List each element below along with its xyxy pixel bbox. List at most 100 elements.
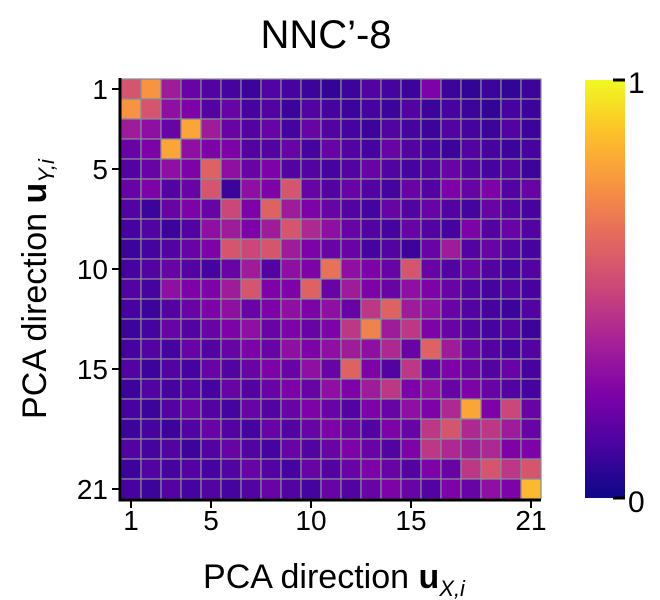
heatmap-cell bbox=[120, 298, 142, 320]
heatmap-cell bbox=[160, 378, 182, 400]
heatmap-cell bbox=[320, 438, 342, 460]
y-tick-label: 1 bbox=[92, 74, 108, 105]
heatmap-cell bbox=[300, 158, 322, 180]
heatmap-cell bbox=[340, 418, 362, 440]
heatmap-cell bbox=[160, 278, 182, 300]
heatmap-cell bbox=[220, 418, 242, 440]
heatmap-cell bbox=[460, 438, 482, 460]
heatmap-cell bbox=[300, 178, 322, 200]
heatmap-cell bbox=[460, 218, 482, 240]
heatmap-cell bbox=[440, 338, 462, 360]
x-axis-label-subscript: X,i bbox=[438, 576, 466, 600]
heatmap-cell bbox=[320, 298, 342, 320]
heatmap-cell bbox=[460, 378, 482, 400]
heatmap-cell bbox=[380, 198, 402, 220]
heatmap-cell bbox=[460, 178, 482, 200]
heatmap-cell bbox=[440, 318, 462, 340]
heatmap-cell bbox=[340, 378, 362, 400]
heatmap-cell bbox=[480, 198, 502, 220]
heatmap-cell bbox=[260, 118, 282, 140]
heatmap-cell bbox=[160, 218, 182, 240]
heatmap-cell bbox=[180, 298, 202, 320]
heatmap-cell bbox=[380, 118, 402, 140]
heatmap-cell bbox=[120, 258, 142, 280]
heatmap-cell bbox=[140, 178, 162, 200]
heatmap-cell bbox=[320, 478, 342, 500]
heatmap-cell bbox=[280, 118, 302, 140]
heatmap-cell bbox=[180, 158, 202, 180]
heatmap-cell bbox=[520, 458, 542, 480]
x-tick-label: 15 bbox=[395, 505, 426, 536]
heatmap-cell bbox=[380, 158, 402, 180]
heatmap-cell bbox=[300, 138, 322, 160]
heatmap-cell bbox=[180, 278, 202, 300]
heatmap-cell bbox=[160, 78, 182, 100]
heatmap-cell bbox=[260, 238, 282, 260]
heatmap-cell bbox=[420, 418, 442, 440]
heatmap-cell bbox=[380, 478, 402, 500]
heatmap-cell bbox=[480, 278, 502, 300]
heatmap-cell bbox=[480, 98, 502, 120]
heatmap-cell bbox=[220, 398, 242, 420]
heatmap-cell bbox=[220, 78, 242, 100]
heatmap-cell bbox=[440, 198, 462, 220]
heatmap-cell bbox=[220, 238, 242, 260]
heatmap-cell bbox=[120, 398, 142, 420]
heatmap-cell bbox=[220, 338, 242, 360]
heatmap-cell bbox=[460, 418, 482, 440]
heatmap-cell bbox=[440, 178, 462, 200]
heatmap-cell bbox=[300, 258, 322, 280]
heatmap-cell bbox=[480, 378, 502, 400]
heatmap-cell bbox=[240, 78, 262, 100]
heatmap-cell bbox=[200, 338, 222, 360]
heatmap-cell bbox=[400, 238, 422, 260]
heatmap-cell bbox=[220, 478, 242, 500]
heatmap-cell bbox=[440, 358, 462, 380]
heatmap-cell bbox=[380, 178, 402, 200]
x-tick-label: 21 bbox=[515, 505, 546, 536]
x-tick-label: 5 bbox=[203, 505, 219, 536]
heatmap-cell bbox=[460, 458, 482, 480]
heatmap-cell bbox=[480, 438, 502, 460]
heatmap-cell bbox=[480, 338, 502, 360]
heatmap-cell bbox=[160, 458, 182, 480]
heatmap-cell bbox=[420, 138, 442, 160]
heatmap-cell bbox=[260, 398, 282, 420]
heatmap-cell bbox=[320, 218, 342, 240]
heatmap-cell bbox=[300, 418, 322, 440]
heatmap-cell bbox=[520, 258, 542, 280]
heatmap-cell bbox=[300, 358, 322, 380]
heatmap-cell bbox=[200, 78, 222, 100]
heatmap-cell bbox=[180, 258, 202, 280]
heatmap-cell bbox=[240, 198, 262, 220]
heatmap-cell bbox=[360, 418, 382, 440]
heatmap-cell bbox=[400, 78, 422, 100]
heatmap-cell bbox=[200, 478, 222, 500]
heatmap-cell bbox=[220, 98, 242, 120]
heatmap-cell bbox=[260, 198, 282, 220]
heatmap-cell bbox=[400, 258, 422, 280]
heatmap-cell bbox=[340, 78, 362, 100]
heatmap-cell bbox=[160, 398, 182, 420]
heatmap-cell bbox=[380, 358, 402, 380]
heatmap-cell bbox=[360, 158, 382, 180]
heatmap-cell bbox=[460, 238, 482, 260]
heatmap-cell bbox=[280, 238, 302, 260]
heatmap-cell bbox=[440, 278, 462, 300]
heatmap-cell bbox=[480, 138, 502, 160]
heatmap-cell bbox=[180, 78, 202, 100]
heatmap-cell bbox=[140, 418, 162, 440]
heatmap-cell bbox=[480, 238, 502, 260]
heatmap-cell bbox=[120, 458, 142, 480]
heatmap-cell bbox=[120, 418, 142, 440]
heatmap-cell bbox=[260, 78, 282, 100]
heatmap-cell bbox=[320, 178, 342, 200]
heatmap-cell bbox=[440, 78, 462, 100]
heatmap-cell bbox=[300, 338, 322, 360]
heatmap-cell bbox=[500, 378, 522, 400]
heatmap-cell bbox=[160, 118, 182, 140]
heatmap-cell bbox=[160, 138, 182, 160]
heatmap-cell bbox=[280, 398, 302, 420]
heatmap-cell bbox=[480, 318, 502, 340]
